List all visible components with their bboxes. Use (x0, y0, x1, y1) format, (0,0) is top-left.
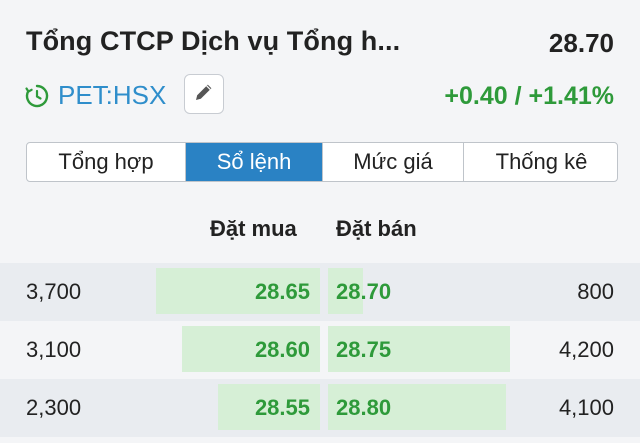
edit-button[interactable] (184, 74, 224, 114)
orderbook-row: 3,100 28.60 28.75 4,200 (0, 321, 640, 379)
buy-depth-bar (156, 268, 320, 314)
orderbook-row: 3,700 28.65 28.70 800 (0, 263, 640, 321)
tab-price-levels[interactable]: Mức giá (323, 143, 464, 181)
sell-volume: 800 (577, 279, 614, 304)
sell-volume: 4,200 (558, 337, 614, 362)
company-name: Tổng CTCP Dịch vụ Tổng h... (26, 26, 401, 56)
view-tabs: Tổng hợp Sổ lệnh Mức giá Thống kê (26, 142, 618, 182)
ticker-link[interactable]: PET:HSX (24, 80, 166, 111)
orderbook-row: 2,300 28.55 28.80 4,100 (0, 379, 640, 437)
pencil-icon (192, 80, 216, 109)
price-change: +0.40 / +1.41% (444, 82, 614, 110)
clock-icon (24, 83, 50, 109)
tab-order-book[interactable]: Sổ lệnh (186, 143, 323, 181)
buy-depth-bar (218, 384, 320, 430)
buy-volume: 2,300 (26, 395, 82, 420)
orderbook-column-headers: Đặt mua Đặt bán (0, 216, 640, 248)
sell-price: 28.75 (336, 337, 392, 362)
buy-volume: 3,100 (26, 337, 82, 362)
sell-price: 28.80 (336, 395, 392, 420)
buy-volume: 3,700 (26, 279, 82, 304)
sell-volume: 4,100 (558, 395, 614, 420)
tab-summary[interactable]: Tổng hợp (27, 143, 186, 181)
buy-price: 28.55 (254, 395, 310, 420)
last-price: 28.70 (548, 28, 614, 58)
ticker-row: PET:HSX +0.40 / +1.41% (24, 74, 614, 116)
sell-depth-bar (328, 268, 363, 314)
sell-column-header: Đặt bán (336, 216, 417, 241)
buy-price: 28.60 (254, 337, 310, 362)
sell-depth-bar (328, 384, 506, 430)
ticker-symbol: PET:HSX (58, 80, 167, 110)
widget-header: Tổng CTCP Dịch vụ Tổng h... 28.70 (26, 26, 614, 62)
orderbook-rows: 3,700 28.65 28.70 800 3,100 28.60 28.75 … (0, 263, 640, 437)
tab-statistics[interactable]: Thống kê (495, 149, 588, 174)
buy-column-header: Đặt mua (210, 216, 297, 241)
buy-depth-bar (182, 326, 320, 372)
sell-price: 28.70 (336, 279, 392, 304)
buy-price: 28.65 (254, 279, 310, 304)
sell-depth-bar (328, 326, 510, 372)
